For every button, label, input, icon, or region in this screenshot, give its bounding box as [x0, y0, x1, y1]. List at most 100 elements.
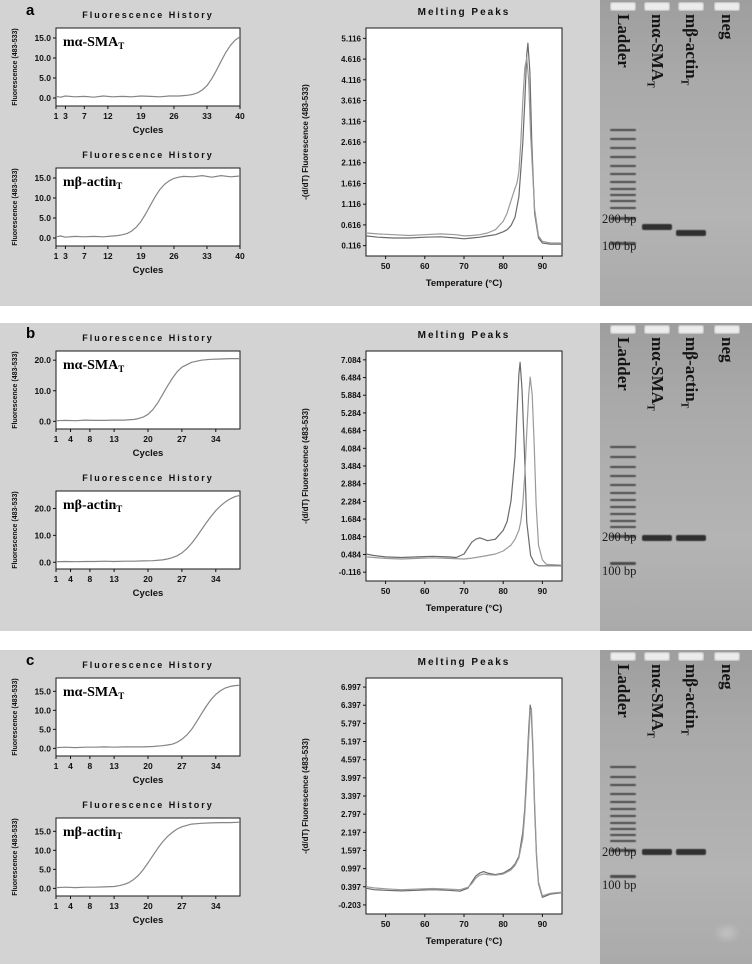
ladder-band	[609, 506, 636, 509]
ladder-band	[609, 146, 636, 149]
ladder-band	[609, 446, 636, 449]
ladder-band	[609, 822, 636, 825]
gel-well	[678, 2, 705, 11]
ladder-band	[609, 456, 636, 459]
x-tick-label: 13	[109, 761, 119, 771]
ladder-band	[609, 513, 636, 516]
x-tick-label: 12	[103, 251, 113, 261]
x-axis-label: Temperature (°C)	[426, 603, 502, 614]
y-tick-label: 0.0	[39, 93, 51, 103]
chart-svg: Melting Peaks 5.116 4.616 4.116 3.616 3.116 2.…	[301, 7, 563, 289]
gel-well	[713, 652, 740, 661]
y-tick-label: 15.0	[34, 173, 51, 183]
ladder-band	[609, 194, 636, 197]
x-tick-label: 34	[211, 434, 221, 444]
chart-svg: Fluorescence History 0.0 5.0 10.0 15.0 1 4 8 13 2…	[12, 660, 241, 786]
x-tick-label: 20	[143, 574, 153, 584]
y-tick-label: 15.0	[34, 686, 51, 696]
pcr-product-band	[676, 534, 707, 541]
ladder-band	[609, 828, 636, 831]
y-tick-label: 3.397	[341, 792, 362, 801]
y-tick-label: 10.0	[34, 193, 51, 203]
y-tick-label: 2.884	[341, 480, 362, 489]
x-tick-label: 4	[68, 901, 73, 911]
plot-area	[365, 350, 563, 582]
chart-title: Fluorescence History	[82, 473, 214, 483]
x-tick-label: 26	[169, 251, 179, 261]
y-tick-label: 0.484	[341, 550, 362, 559]
y-tick-label: 10.0	[34, 53, 51, 63]
ladder-band	[609, 525, 636, 528]
x-tick-label: 4	[68, 434, 73, 444]
y-tick-label: 4.084	[341, 444, 362, 453]
gel-well	[644, 652, 670, 661]
gene-annotation: mα-SMAT	[63, 358, 124, 374]
x-tick-label: 1	[54, 434, 59, 444]
gel-well	[609, 652, 636, 661]
pcr-product-band	[676, 849, 707, 856]
x-axis-label: Cycles	[133, 265, 164, 276]
ladder-band	[609, 217, 636, 221]
series-curve	[365, 707, 563, 897]
gel-lane-label: Ladder	[613, 14, 633, 68]
y-tick-label: 5.197	[341, 738, 362, 747]
x-tick-label: 12	[103, 111, 113, 121]
x-tick-label: 13	[109, 901, 119, 911]
pcr-product-band	[676, 230, 707, 237]
y-tick-label: 4.597	[341, 756, 362, 765]
gel-well	[609, 325, 636, 334]
chart-title: Fluorescence History	[82, 660, 214, 670]
ladder-band	[609, 784, 636, 787]
y-tick-label: 3.116	[341, 117, 361, 126]
x-tick-label: 27	[177, 434, 187, 444]
x-tick-label: 20	[143, 434, 153, 444]
ladder-band	[609, 815, 636, 818]
gel-well	[678, 325, 705, 334]
x-tick-label: 60	[420, 586, 430, 596]
ladder-band	[609, 800, 636, 803]
y-tick-label: 4.616	[341, 55, 362, 64]
y-tick-label: 4.684	[341, 427, 362, 436]
x-tick-label: 40	[235, 251, 245, 261]
x-tick-label: 1	[54, 761, 59, 771]
plot-area	[365, 27, 563, 257]
plot-area	[55, 817, 241, 897]
y-tick-label: 6.484	[341, 374, 362, 383]
x-axis-label: Cycles	[133, 125, 164, 136]
x-axis-label: Temperature (°C)	[426, 936, 502, 947]
y-axis-label: Fluorescence (483-533)	[12, 678, 19, 755]
chart-title: Melting Peaks	[418, 7, 511, 18]
x-tick-label: 7	[82, 111, 87, 121]
ladder-band	[609, 483, 636, 486]
chart-title: Fluorescence History	[82, 800, 214, 810]
x-tick-label: 90	[538, 919, 548, 929]
x-tick-label: 3	[63, 251, 68, 261]
ladder-band	[609, 156, 636, 159]
y-tick-label: 2.616	[341, 138, 362, 147]
plot-area	[365, 677, 563, 915]
pcr-product-band	[642, 849, 672, 856]
amplification-chart-sma-c: Fluorescence History 0.0 5.0 10.0 15.0 1 4 8 13 2…	[8, 656, 248, 792]
ladder-band	[609, 172, 636, 175]
x-tick-label: 70	[459, 261, 469, 271]
bp-marker-label: 100 bp	[602, 563, 637, 578]
gel-well	[713, 325, 740, 334]
y-tick-label: 0.0	[39, 743, 51, 753]
y-axis-label: Fluorescence (483-533)	[12, 351, 19, 428]
ladder-band	[609, 241, 636, 245]
ladder-band	[609, 874, 636, 878]
plot-area	[55, 350, 241, 430]
x-tick-label: 60	[420, 261, 430, 271]
series-curve	[55, 175, 241, 238]
x-axis-label: Cycles	[133, 448, 164, 459]
plot-area	[55, 490, 241, 570]
gel-well	[644, 2, 670, 11]
ladder-band	[609, 137, 636, 140]
y-tick-label: 5.797	[341, 719, 362, 728]
pcr-product-band	[642, 534, 672, 541]
y-axis-label: -(d/dT) Fluorescence (483-533)	[301, 84, 310, 200]
y-tick-label: 6.997	[341, 683, 362, 692]
amplification-chart-actin-c: Fluorescence History 0.0 5.0 10.0 15.0 1 4 8 13 2…	[8, 796, 248, 932]
y-axis-label: Fluorescence (483-533)	[12, 168, 19, 245]
pcr-product-band	[642, 223, 672, 230]
